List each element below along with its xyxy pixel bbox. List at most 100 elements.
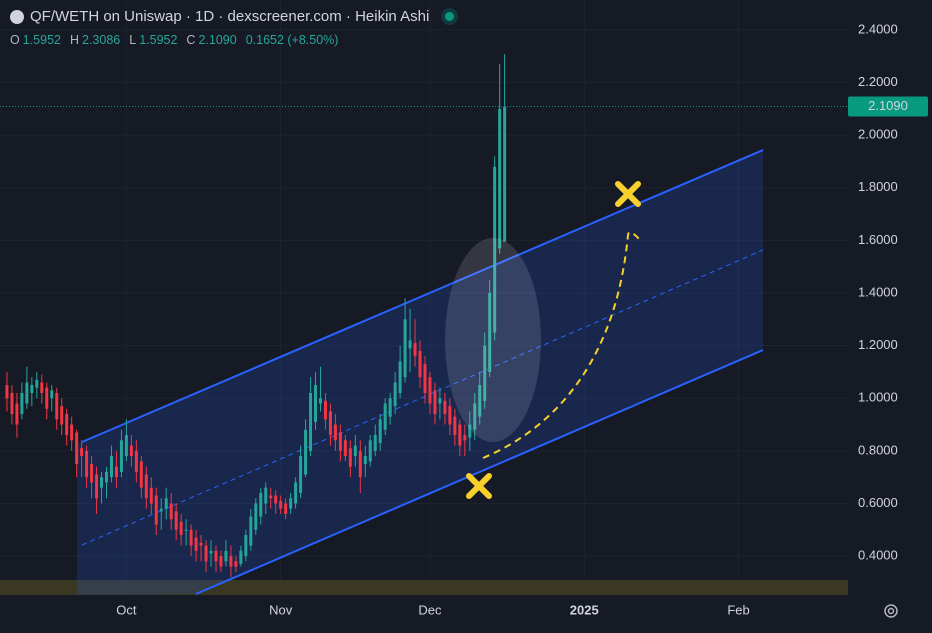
y-tick-label: 2.4000 — [858, 21, 898, 36]
candle-body — [328, 411, 332, 436]
candle-body — [309, 392, 313, 451]
candle-body — [169, 503, 173, 520]
candle-body — [314, 385, 318, 422]
candle-body — [279, 500, 283, 509]
candle-body — [25, 382, 29, 404]
candle-body — [164, 498, 168, 509]
y-tick-label: 1.6000 — [858, 232, 898, 247]
candle-body — [448, 406, 452, 425]
candle-body — [318, 398, 322, 404]
candle-body — [413, 343, 417, 357]
candle-body — [194, 537, 198, 551]
x-tick-label: Feb — [727, 602, 749, 617]
l-value: 1.5952 — [139, 33, 178, 47]
channel-upper — [81, 149, 764, 443]
candle-body — [323, 400, 327, 420]
candle-body — [95, 474, 99, 499]
candle-body — [149, 487, 153, 504]
candle-body — [60, 406, 64, 425]
zone-band — [0, 580, 848, 595]
channel-mid — [81, 249, 764, 546]
candle-body — [269, 495, 273, 499]
c-label: C — [186, 33, 196, 47]
candle-body — [174, 511, 178, 530]
candle-body — [353, 445, 357, 457]
candles — [5, 54, 507, 578]
candle-body — [219, 556, 223, 567]
candle-body — [438, 398, 442, 404]
logo — [10, 9, 24, 24]
candle-body — [284, 503, 288, 514]
o-value: 1.5952 — [22, 33, 61, 47]
candle-body — [348, 448, 352, 467]
l-label: L — [129, 33, 137, 47]
candle-body — [179, 521, 183, 536]
candle-body — [478, 385, 482, 417]
candle-body — [40, 382, 44, 393]
candle-body — [383, 403, 387, 430]
candle-body — [343, 440, 347, 457]
candle-body — [463, 435, 467, 441]
axes: 0.4000 0.6000 0.8000 1.0000 1.2000 1.4000 1.60… — [116, 21, 928, 617]
last-price-box — [848, 96, 928, 117]
candle-body — [100, 477, 104, 488]
candle-body — [333, 424, 337, 441]
y-tick-label: 2.2000 — [858, 74, 898, 89]
candle-body — [109, 456, 113, 478]
candle-body — [129, 445, 133, 457]
candle-body — [358, 450, 362, 478]
header: QF/WETH on Uniswap · 1D · dexscreener.co… — [10, 8, 455, 25]
candle-body — [468, 424, 472, 438]
candle-body — [483, 345, 487, 401]
x-marker — [466, 181, 641, 499]
candle-body — [114, 466, 118, 478]
candle-body — [20, 392, 24, 415]
candle-body — [388, 398, 392, 417]
candle-body — [244, 535, 248, 557]
candle-body — [398, 361, 402, 393]
candle-body — [55, 392, 59, 420]
candle-body — [254, 503, 258, 530]
candle-body — [50, 390, 54, 399]
candle-body — [124, 435, 128, 457]
y-tick-label: 1.4000 — [858, 284, 898, 299]
candle-body — [453, 416, 457, 436]
h-value: 2.3086 — [82, 33, 121, 47]
candle-body — [45, 387, 49, 409]
candle-body — [10, 392, 14, 415]
candle-body — [85, 450, 89, 478]
candle-body — [373, 435, 377, 451]
c-value: 2.1090 — [198, 33, 237, 47]
y-tick-label: 2.0000 — [858, 127, 898, 142]
ohlc-legend: O 1.5952 H 2.3086 L 1.5952 C 2.1090 0.1652 (… — [10, 33, 344, 47]
channel-lower — [195, 349, 764, 595]
candle-body — [199, 542, 203, 546]
candle-body — [428, 377, 432, 404]
candle-body — [209, 550, 213, 554]
candle-body — [35, 379, 39, 388]
y-tick-label: 0.8000 — [858, 442, 898, 457]
candle-body — [144, 474, 148, 499]
candle-body — [264, 487, 268, 504]
candle-body — [65, 414, 69, 436]
candle-body — [75, 432, 79, 465]
settings-icon[interactable] — [884, 604, 898, 618]
candle-body — [154, 495, 158, 525]
candle-body — [239, 550, 243, 564]
change-value: 0.1652 (+8.50%) — [245, 33, 339, 47]
candle-body — [5, 385, 9, 399]
candle-body — [90, 464, 94, 483]
h-label: H — [69, 33, 79, 47]
candle-body — [134, 450, 138, 472]
candle-body — [15, 403, 19, 425]
x-tick-label: Nov — [269, 602, 293, 617]
candle-body — [259, 492, 263, 517]
candle-body — [70, 424, 74, 441]
candle-body — [159, 508, 163, 512]
candle-body — [304, 429, 308, 475]
y-tick-label: 1.8000 — [858, 179, 898, 194]
candle-body — [139, 461, 143, 488]
status-dot — [445, 12, 455, 21]
